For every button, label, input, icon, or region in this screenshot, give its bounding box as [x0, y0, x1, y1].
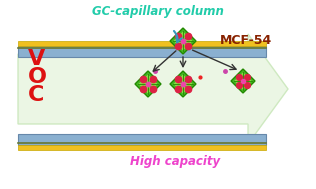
Polygon shape: [170, 28, 196, 54]
Polygon shape: [234, 72, 252, 90]
Polygon shape: [135, 71, 161, 97]
Polygon shape: [173, 74, 193, 94]
Polygon shape: [170, 71, 196, 97]
Text: MCF-54: MCF-54: [220, 35, 272, 47]
FancyBboxPatch shape: [18, 46, 266, 57]
Polygon shape: [173, 31, 193, 51]
Polygon shape: [138, 74, 158, 94]
Text: High capacity: High capacity: [130, 156, 220, 169]
Text: GC-capillary column: GC-capillary column: [92, 5, 224, 18]
FancyBboxPatch shape: [18, 41, 266, 46]
FancyBboxPatch shape: [18, 134, 266, 145]
Text: V
O
C: V O C: [28, 49, 47, 105]
FancyBboxPatch shape: [18, 145, 266, 150]
Polygon shape: [231, 69, 255, 93]
Polygon shape: [18, 34, 288, 144]
